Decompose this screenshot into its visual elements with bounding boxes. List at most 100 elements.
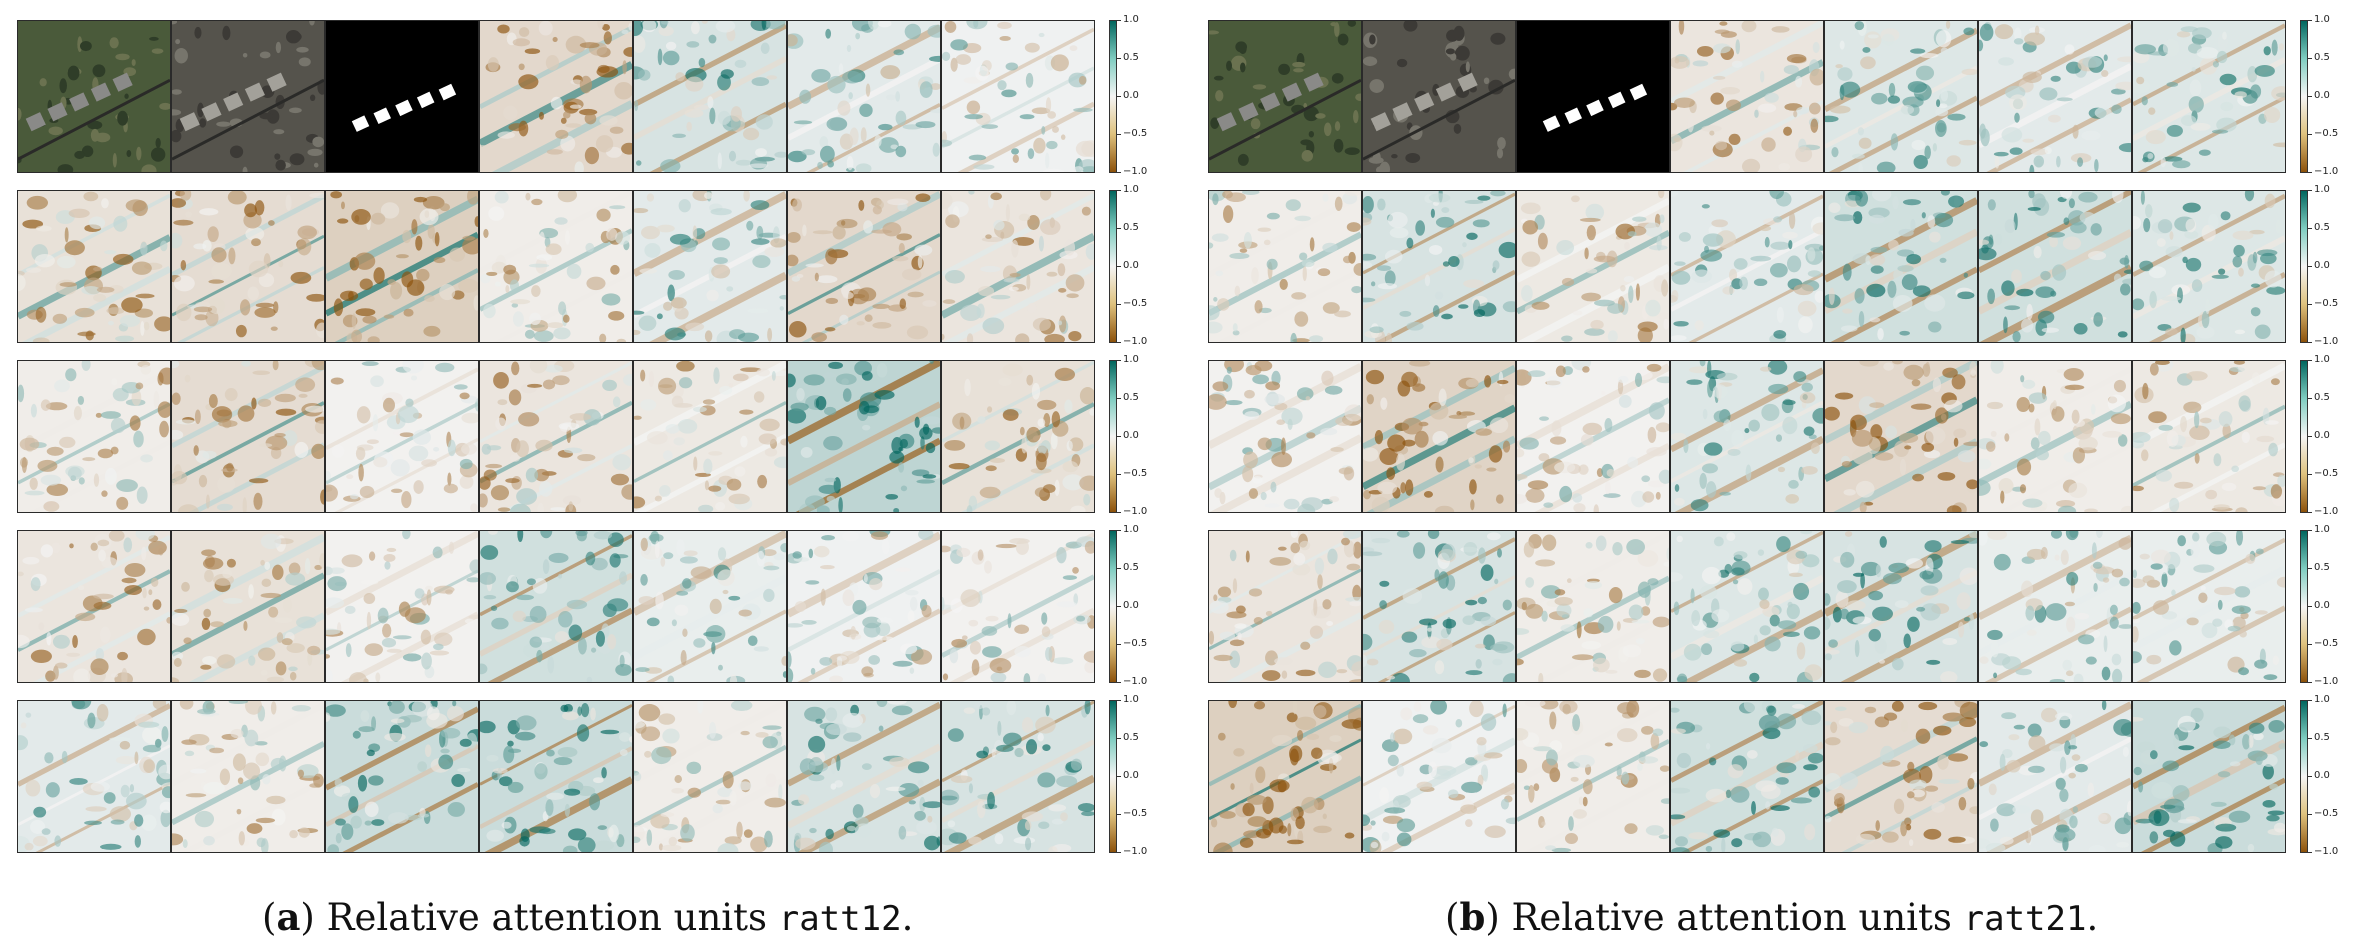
colorbar-tick-mark — [2308, 96, 2312, 97]
attention-map — [633, 360, 787, 513]
colorbar-tick-mark — [1117, 58, 1121, 59]
colorbar — [1109, 530, 1117, 683]
colorbar-tick-label: 1.0 — [1123, 354, 1139, 365]
colorbar-tick-label: −1.0 — [1123, 166, 1148, 177]
colorbar-tick-label: 1.0 — [1123, 184, 1139, 195]
colorbar — [1109, 190, 1117, 343]
colorbar-tick-mark — [2308, 682, 2312, 683]
colorbar-tick-label: 0.0 — [1123, 600, 1139, 611]
colorbar-tick-label: 1.0 — [2314, 524, 2330, 535]
colorbar-tick-label: 0.0 — [1123, 770, 1139, 781]
colorbar-tick-label: 0.5 — [2314, 732, 2330, 743]
colorbar-tick-mark — [2308, 568, 2312, 569]
colorbar-tick-label: 0.0 — [2314, 770, 2330, 781]
tile-row: 1.0 0.5 0.0 −0.5 −1.0 — [1208, 525, 2338, 687]
colorbar-tick-label: −0.5 — [2314, 468, 2339, 479]
colorbar-tick-mark — [2308, 530, 2312, 531]
colorbar-tick-mark — [2308, 512, 2312, 513]
colorbar-tick-mark — [2308, 134, 2312, 135]
attention-map — [633, 700, 787, 853]
caption-b-text: Relative attention units — [1499, 896, 1964, 939]
colorbar-tick-label: −1.0 — [1123, 336, 1148, 347]
attention-map — [787, 360, 941, 513]
colorbar-tick-label: 0.0 — [2314, 430, 2330, 441]
attention-map — [1978, 360, 2132, 513]
aerial-image — [17, 20, 171, 173]
attention-map — [1824, 360, 1978, 513]
attention-map — [1978, 530, 2132, 683]
attention-map — [2132, 190, 2286, 343]
aerial-image — [1362, 20, 1516, 173]
colorbar — [2300, 360, 2308, 513]
colorbar-tick-mark — [2308, 304, 2312, 305]
colorbar-tick-label: 0.5 — [1123, 222, 1139, 233]
attention-map — [1516, 700, 1670, 853]
attention-map — [1516, 190, 1670, 343]
colorbar-tick-mark — [1117, 568, 1121, 569]
attention-map — [2132, 20, 2286, 173]
colorbar-tick-mark — [2308, 58, 2312, 59]
colorbar-tick-mark — [1117, 530, 1121, 531]
attention-map — [1670, 530, 1824, 683]
attention-map — [17, 700, 171, 853]
colorbar-tick-mark — [1117, 342, 1121, 343]
caption-b-end: . — [2086, 896, 2099, 939]
building-mask-image — [1516, 20, 1670, 173]
colorbar-tick-mark — [1117, 398, 1121, 399]
attention-map — [1516, 360, 1670, 513]
colorbar-tick-mark — [2308, 266, 2312, 267]
colorbar-tick-label: −1.0 — [1123, 846, 1148, 857]
colorbar-tick-label: −0.5 — [1123, 128, 1148, 139]
attention-map — [1978, 700, 2132, 853]
colorbar-tick-label: 0.5 — [1123, 52, 1139, 63]
colorbar-tick-label: −0.5 — [2314, 128, 2339, 139]
tile-row: 1.0 0.5 0.0 −0.5 −1.0 — [17, 695, 1147, 857]
attention-map — [1208, 360, 1362, 513]
colorbar-tick-mark — [2308, 606, 2312, 607]
aerial-image — [1208, 20, 1362, 173]
caption-b: (b) Relative attention units ratt21. — [1445, 895, 2099, 939]
attention-map — [787, 20, 941, 173]
attention-map — [1824, 530, 1978, 683]
colorbar-tick-mark — [2308, 474, 2312, 475]
attention-map — [171, 360, 325, 513]
colorbar-tick-label: 0.0 — [1123, 260, 1139, 271]
colorbar-tick-label: 1.0 — [2314, 184, 2330, 195]
attention-map — [17, 360, 171, 513]
colorbar-tick-label: −0.5 — [2314, 298, 2339, 309]
attention-map — [17, 190, 171, 343]
colorbar-tick-label: 0.5 — [1123, 732, 1139, 743]
attention-map — [171, 190, 325, 343]
colorbar — [2300, 20, 2308, 173]
attention-map — [17, 530, 171, 683]
colorbar-tick-mark — [1117, 190, 1121, 191]
colorbar-tick-mark — [1117, 436, 1121, 437]
attention-map — [1670, 360, 1824, 513]
colorbar-tick-label: 1.0 — [1123, 694, 1139, 705]
attention-map — [325, 530, 479, 683]
caption-b-letter: b — [1459, 895, 1486, 939]
attention-map — [633, 530, 787, 683]
tile-row: 1.0 0.5 0.0 −0.5 −1.0 — [17, 185, 1147, 347]
colorbar-tick-mark — [1117, 304, 1121, 305]
tile-row: 1.0 0.5 0.0 −0.5 −1.0 — [17, 525, 1147, 687]
attention-map — [2132, 530, 2286, 683]
attention-map — [479, 700, 633, 853]
attention-map — [787, 700, 941, 853]
caption-a: (a) Relative attention units ratt12. — [262, 895, 914, 939]
colorbar-tick-mark — [2308, 700, 2312, 701]
colorbar-tick-label: −1.0 — [2314, 846, 2339, 857]
colorbar-tick-label: −1.0 — [2314, 336, 2339, 347]
colorbar-tick-mark — [2308, 852, 2312, 853]
colorbar-tick-mark — [1117, 134, 1121, 135]
attention-map — [1670, 190, 1824, 343]
colorbar-tick-label: 0.0 — [2314, 90, 2330, 101]
colorbar-tick-label: −0.5 — [1123, 298, 1148, 309]
colorbar-tick-mark — [1117, 738, 1121, 739]
tile-row: 1.0 0.5 0.0 −0.5 −1.0 — [1208, 15, 2338, 177]
colorbar — [2300, 190, 2308, 343]
attention-map — [479, 530, 633, 683]
colorbar-tick-label: 1.0 — [1123, 14, 1139, 25]
colorbar-tick-mark — [2308, 20, 2312, 21]
colorbar-tick-mark — [2308, 342, 2312, 343]
